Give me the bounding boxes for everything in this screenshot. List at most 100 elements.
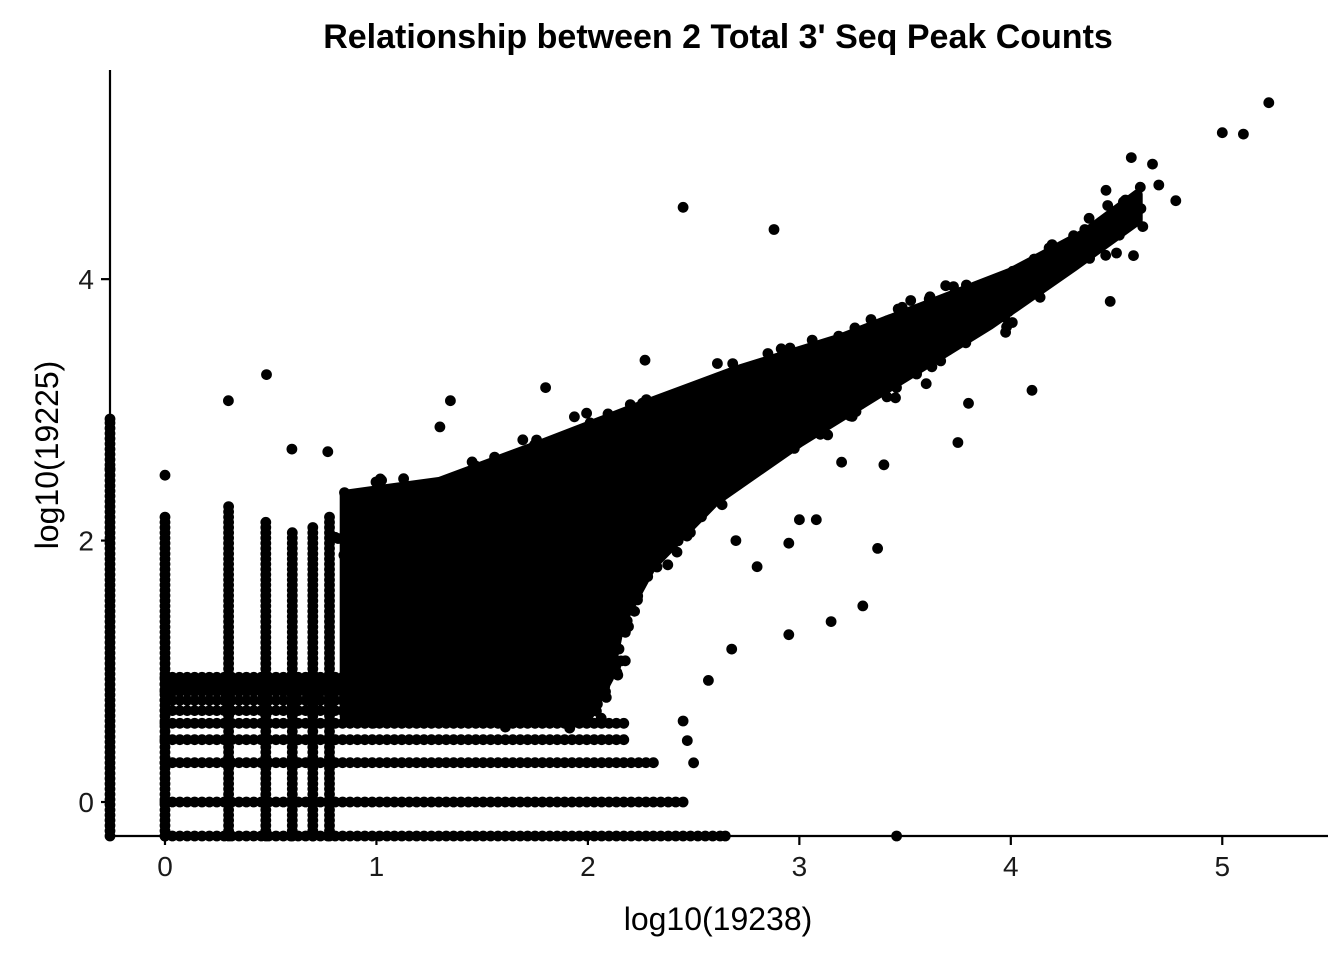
data-point-outlier — [434, 421, 446, 433]
data-point — [204, 705, 215, 716]
data-point — [648, 757, 659, 769]
data-point — [270, 757, 282, 769]
data-point — [588, 796, 600, 808]
data-point — [485, 717, 496, 729]
data-point — [411, 686, 422, 697]
data-point — [433, 694, 445, 706]
data-point — [248, 717, 260, 729]
data-point — [414, 480, 426, 492]
data-point — [629, 605, 640, 617]
data-point — [226, 717, 238, 729]
data-point — [588, 717, 600, 729]
data-point — [559, 796, 570, 808]
data-point — [728, 476, 740, 488]
data-point-outlier — [1125, 152, 1137, 164]
data-point — [574, 757, 585, 769]
data-point — [911, 368, 922, 380]
data-point — [270, 671, 282, 683]
data-point — [159, 796, 171, 808]
y-axis-label: log10(19225) — [29, 361, 65, 550]
data-point — [374, 694, 385, 706]
data-point-outlier — [1216, 127, 1228, 139]
data-point — [285, 717, 297, 729]
data-point-outlier — [322, 446, 334, 458]
data-point — [374, 686, 385, 697]
data-point — [531, 434, 542, 446]
data-point — [233, 717, 245, 729]
data-point — [189, 734, 201, 746]
data-point — [603, 734, 615, 746]
data-point — [522, 796, 533, 808]
data-point — [455, 757, 467, 769]
data-point — [396, 717, 408, 729]
data-point — [411, 796, 422, 808]
data-point — [463, 796, 474, 808]
data-point — [338, 549, 350, 561]
data-point — [522, 671, 533, 683]
data-point — [167, 671, 178, 683]
data-point — [389, 705, 400, 716]
data-point — [620, 626, 631, 638]
data-point — [529, 796, 541, 808]
data-point — [485, 796, 496, 808]
data-point — [352, 734, 363, 746]
data-point — [755, 367, 767, 379]
data-point-outlier — [688, 757, 699, 769]
data-point — [583, 687, 594, 699]
data-point — [1120, 194, 1131, 206]
data-point — [379, 484, 391, 496]
data-point — [418, 705, 430, 716]
data-point — [418, 796, 430, 808]
data-point — [600, 686, 611, 698]
data-point — [671, 546, 683, 558]
data-point — [366, 717, 378, 729]
data-point — [625, 757, 637, 769]
data-point — [337, 757, 348, 769]
data-point — [344, 564, 356, 576]
data-point — [278, 671, 289, 683]
data-point-outlier — [920, 378, 932, 390]
data-point — [381, 796, 393, 808]
data-point — [544, 686, 556, 697]
data-point — [448, 757, 459, 769]
data-point — [765, 446, 777, 458]
data-point — [618, 717, 630, 729]
data-point — [411, 734, 422, 746]
data-point — [581, 433, 593, 445]
data-point — [167, 705, 178, 716]
data-point — [300, 671, 311, 683]
data-point — [226, 796, 238, 808]
data-point — [211, 757, 223, 769]
data-point-outlier — [1128, 250, 1139, 261]
data-point — [337, 734, 348, 746]
data-point-outlier — [639, 354, 651, 366]
data-point — [727, 358, 739, 369]
data-point — [960, 337, 972, 349]
data-point-outlier — [783, 537, 795, 549]
data-point — [500, 671, 511, 683]
data-point — [618, 734, 630, 746]
data-point — [292, 686, 304, 697]
data-point — [477, 705, 489, 716]
data-point — [544, 717, 556, 729]
data-point — [990, 298, 1002, 309]
data-point — [411, 671, 422, 683]
data-point — [426, 796, 437, 808]
data-point — [337, 694, 348, 706]
data-point — [381, 671, 393, 683]
data-point — [463, 686, 474, 697]
data-point — [396, 705, 408, 716]
data-point — [418, 734, 430, 746]
data-point — [581, 734, 593, 746]
data-point — [596, 757, 607, 769]
data-point — [315, 796, 326, 808]
data-point — [315, 694, 326, 706]
data-point — [860, 326, 871, 338]
data-point — [352, 671, 363, 683]
data-point-outlier — [445, 395, 456, 407]
data-point — [398, 473, 409, 485]
data-point — [329, 796, 341, 808]
data-point — [204, 671, 215, 683]
data-point — [830, 341, 841, 353]
data-point — [159, 717, 171, 729]
